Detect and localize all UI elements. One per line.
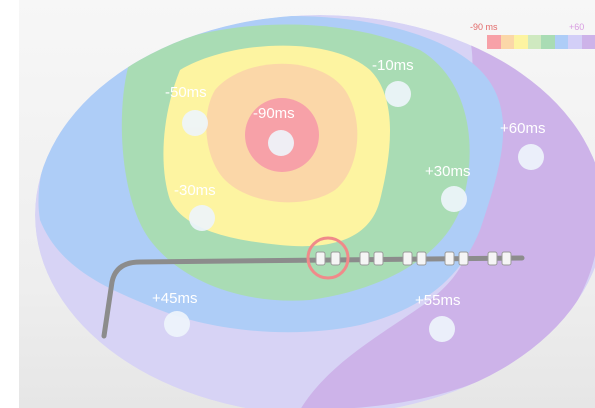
site-label: -10ms bbox=[372, 57, 414, 74]
site-label: -30ms bbox=[174, 182, 216, 199]
electrode bbox=[315, 251, 326, 266]
electrode bbox=[402, 251, 413, 266]
site-marker bbox=[189, 205, 215, 231]
site-marker bbox=[441, 186, 467, 212]
electrode bbox=[444, 251, 455, 266]
legend-swatch bbox=[500, 35, 515, 49]
site-label: +55ms bbox=[415, 292, 460, 309]
electrode bbox=[458, 251, 469, 266]
site-marker bbox=[429, 316, 455, 342]
site-label: +45ms bbox=[152, 290, 197, 307]
electrode bbox=[416, 251, 427, 266]
legend-swatch bbox=[554, 35, 569, 49]
site-label: +30ms bbox=[425, 163, 470, 180]
legend-swatch bbox=[541, 35, 555, 49]
site-marker bbox=[164, 311, 190, 337]
electrode bbox=[501, 251, 512, 266]
site-marker bbox=[182, 110, 208, 136]
legend-swatch bbox=[568, 35, 582, 49]
site-label: +60ms bbox=[500, 120, 545, 137]
legend-swatch bbox=[527, 35, 542, 49]
activation-zones bbox=[35, 15, 595, 408]
catheter-electrodes bbox=[315, 251, 512, 266]
site-label: -90ms bbox=[253, 105, 295, 122]
electrode bbox=[330, 251, 341, 266]
electrode bbox=[373, 251, 384, 266]
site-markers bbox=[164, 81, 544, 342]
catheter-shaft bbox=[101, 255, 525, 339]
site-label: -50ms bbox=[165, 84, 207, 101]
legend-swatch bbox=[514, 35, 528, 49]
site-marker bbox=[268, 130, 294, 156]
legend-swatch bbox=[487, 35, 501, 49]
legend-min-label: -90 ms bbox=[470, 22, 498, 32]
electrode bbox=[487, 251, 498, 266]
legend-swatch bbox=[581, 35, 595, 49]
electrode bbox=[359, 251, 370, 266]
site-marker bbox=[385, 81, 411, 107]
target-ring bbox=[306, 236, 350, 280]
site-marker bbox=[518, 144, 544, 170]
zone-purple bbox=[300, 40, 595, 408]
